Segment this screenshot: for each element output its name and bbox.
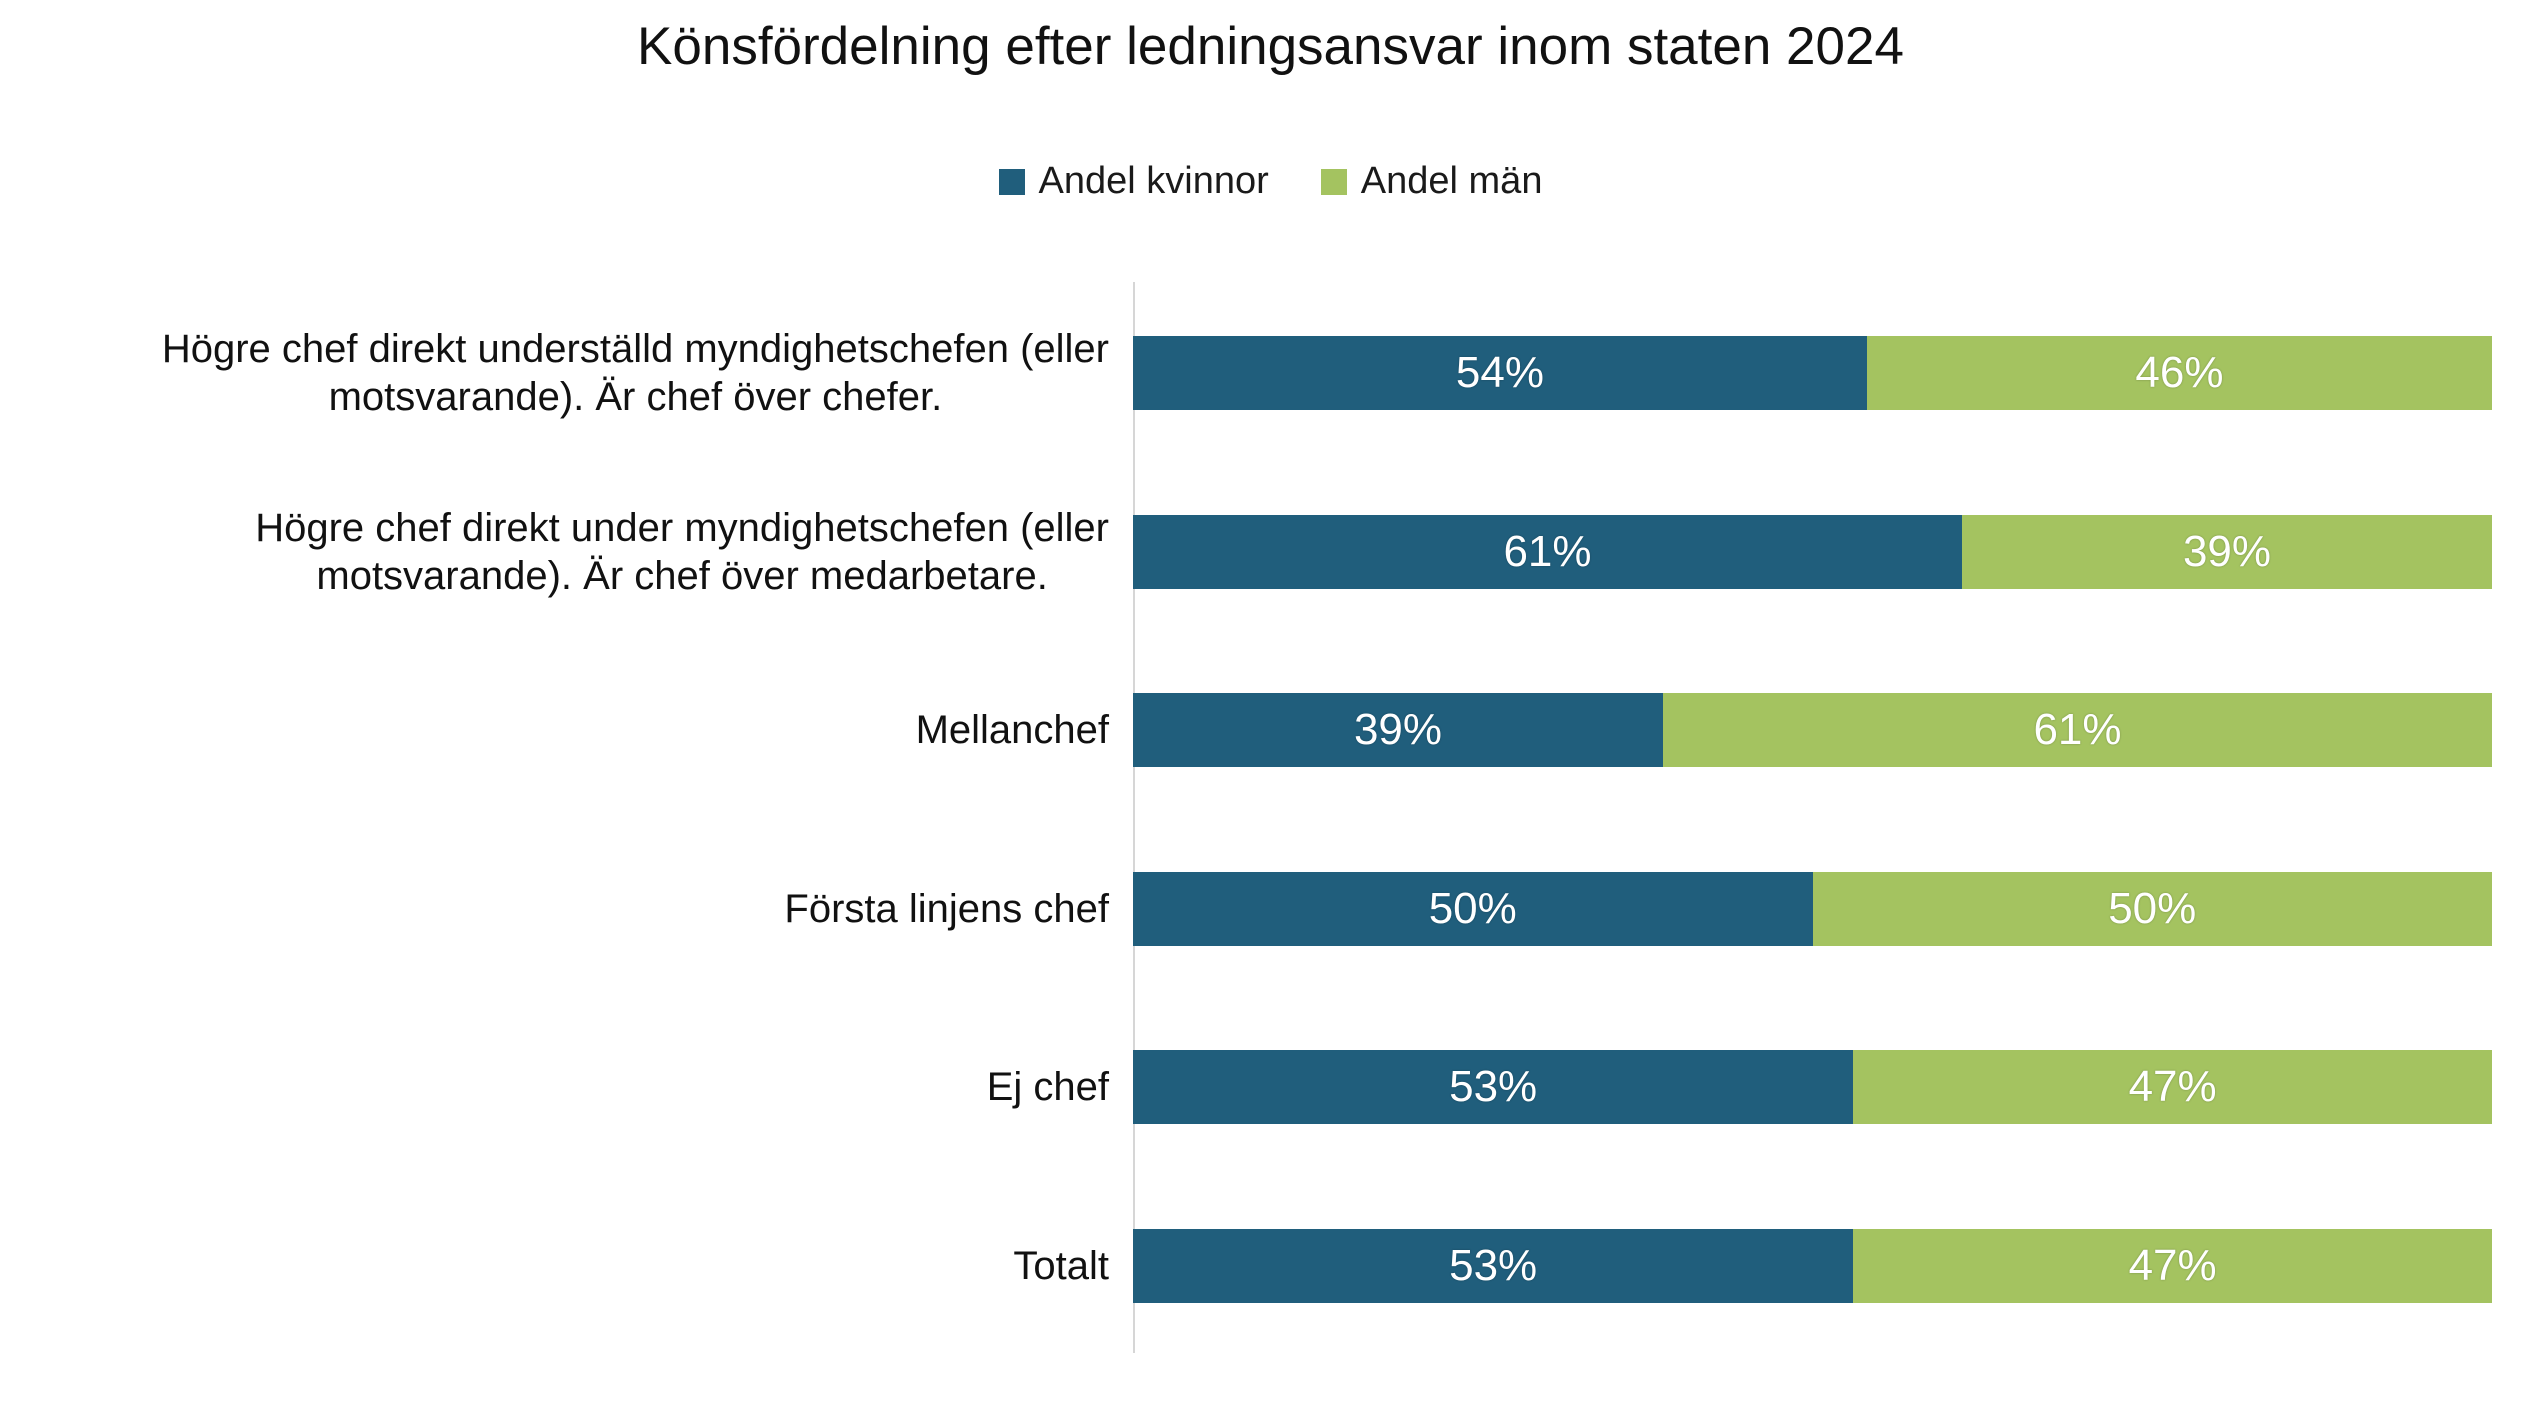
y-axis-line bbox=[1133, 282, 1135, 1353]
category-label: Högre chef direkt under myndighetschefen… bbox=[255, 505, 1109, 598]
legend-swatch-kvinnor-icon bbox=[998, 168, 1025, 195]
bar-value-label: 53% bbox=[1449, 1240, 1538, 1290]
bar-value-label: 47% bbox=[2128, 1062, 2217, 1112]
stacked-bar: 54% 46% bbox=[1133, 336, 2492, 411]
category-label: Ej chef bbox=[986, 1065, 1109, 1110]
chart-title: Könsfördelning efter ledningsansvar inom… bbox=[637, 17, 1904, 76]
bar-value-label: 39% bbox=[1353, 705, 1443, 755]
stacked-bar: 53% 47% bbox=[1133, 1050, 2492, 1125]
bar-segment-man: 50% bbox=[1812, 871, 2492, 946]
chart-row: Totalt 53% 47% bbox=[0, 1177, 2492, 1356]
bar-segment-kvinnor: 61% bbox=[1133, 514, 1962, 589]
stacked-bar: 50% 50% bbox=[1133, 871, 2492, 946]
bar-segment-man: 61% bbox=[1663, 693, 2492, 768]
stacked-bar: 53% 47% bbox=[1133, 1228, 2492, 1303]
bar-value-label: 50% bbox=[2108, 883, 2197, 933]
bar-segment-kvinnor: 53% bbox=[1133, 1228, 1854, 1303]
bar-segment-man: 46% bbox=[1866, 336, 2492, 411]
bar-segment-kvinnor: 53% bbox=[1133, 1050, 1854, 1125]
chart-row: Mellanchef 39% 61% bbox=[0, 641, 2492, 820]
category-label: Mellanchef bbox=[915, 708, 1109, 753]
bar-value-label: 50% bbox=[1428, 883, 1517, 933]
legend-item-kvinnor: Andel kvinnor bbox=[998, 160, 1269, 203]
chart-row: Högre chef direkt underställd myndighets… bbox=[0, 284, 2492, 463]
bar-segment-kvinnor: 54% bbox=[1133, 336, 1867, 411]
stacked-bar: 39% 61% bbox=[1133, 693, 2492, 768]
category-label: Högre chef direkt underställd myndighets… bbox=[161, 327, 1109, 420]
bar-segment-man: 47% bbox=[1853, 1228, 2492, 1303]
legend-label-man: Andel män bbox=[1360, 160, 1543, 202]
legend-item-man: Andel män bbox=[1320, 160, 1543, 203]
bar-value-label: 53% bbox=[1449, 1062, 1538, 1112]
bar-value-label: 54% bbox=[1455, 348, 1544, 398]
chart-row: Ej chef 53% 47% bbox=[0, 998, 2492, 1177]
legend-label-kvinnor: Andel kvinnor bbox=[1038, 160, 1269, 202]
bar-value-label: 47% bbox=[2128, 1240, 2217, 1290]
chart-row: Högre chef direkt under myndighetschefen… bbox=[0, 463, 2492, 642]
chart-rows: Högre chef direkt underställd myndighets… bbox=[0, 284, 2492, 1355]
bar-value-label: 39% bbox=[2182, 526, 2272, 576]
bar-segment-man: 47% bbox=[1853, 1050, 2492, 1125]
bar-segment-man: 39% bbox=[1961, 514, 2492, 589]
chart-legend: Andel kvinnor Andel män bbox=[0, 160, 2541, 203]
chart-row: Första linjens chef 50% 50% bbox=[0, 820, 2492, 999]
bar-value-label: 61% bbox=[1503, 526, 1592, 576]
bar-segment-kvinnor: 39% bbox=[1133, 693, 1663, 768]
bar-segment-kvinnor: 50% bbox=[1133, 871, 1813, 946]
category-label: Första linjens chef bbox=[784, 886, 1109, 931]
bar-value-label: 61% bbox=[2033, 705, 2122, 755]
legend-swatch-man-icon bbox=[1320, 168, 1347, 195]
bar-value-label: 46% bbox=[2135, 348, 2224, 398]
category-label: Totalt bbox=[1013, 1243, 1109, 1288]
stacked-bar: 61% 39% bbox=[1133, 514, 2492, 589]
